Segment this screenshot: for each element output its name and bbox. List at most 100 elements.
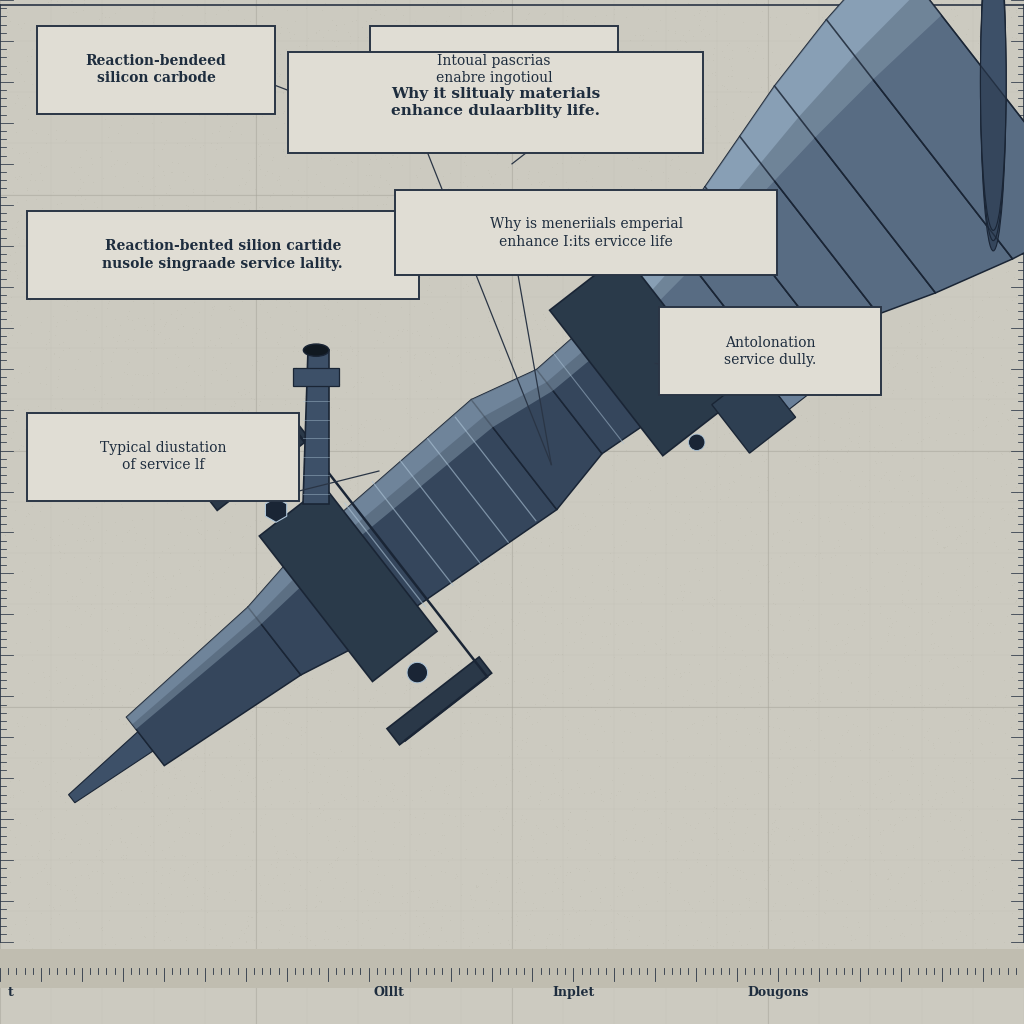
Point	[535, 263, 551, 280]
Point	[530, 757, 547, 773]
Point	[745, 953, 762, 970]
Point	[376, 936, 392, 952]
Point	[250, 136, 266, 153]
Point	[423, 601, 439, 617]
Point	[793, 122, 809, 138]
Point	[725, 934, 741, 950]
Point	[603, 381, 620, 397]
Point	[690, 357, 707, 374]
Point	[941, 364, 957, 380]
Point	[185, 319, 202, 336]
Point	[367, 834, 383, 850]
Point	[28, 190, 44, 207]
Point	[1016, 292, 1024, 308]
Point	[182, 644, 199, 660]
Point	[299, 930, 315, 946]
Text: Antolonation
service dully.: Antolonation service dully.	[724, 336, 816, 367]
Point	[317, 694, 334, 711]
Point	[565, 634, 582, 650]
Point	[819, 864, 836, 881]
Point	[642, 481, 658, 498]
Point	[928, 699, 944, 716]
Point	[471, 328, 487, 344]
Point	[156, 280, 172, 296]
Point	[933, 796, 949, 812]
Point	[124, 659, 140, 676]
Point	[708, 542, 724, 558]
Point	[956, 604, 973, 621]
Point	[0, 637, 14, 653]
Point	[218, 862, 234, 879]
Point	[424, 648, 440, 665]
Point	[143, 9, 160, 26]
Point	[63, 591, 80, 607]
Point	[841, 415, 857, 431]
Point	[971, 35, 987, 51]
Point	[199, 88, 215, 104]
Point	[604, 733, 621, 750]
Point	[251, 568, 267, 585]
Point	[598, 7, 614, 24]
Point	[236, 380, 252, 396]
Point	[272, 472, 289, 488]
Point	[575, 146, 592, 163]
Point	[824, 207, 841, 223]
Point	[264, 673, 281, 689]
Point	[484, 629, 501, 645]
Point	[65, 97, 81, 114]
Point	[22, 292, 38, 308]
Point	[509, 24, 525, 40]
Point	[900, 582, 916, 598]
Point	[681, 563, 697, 580]
Point	[910, 282, 927, 298]
Point	[508, 329, 524, 345]
Point	[836, 944, 852, 961]
Point	[256, 387, 272, 403]
Point	[825, 451, 842, 467]
Point	[297, 387, 313, 403]
Point	[115, 548, 131, 564]
Point	[721, 51, 737, 68]
Point	[331, 920, 347, 936]
Point	[740, 726, 757, 742]
Point	[927, 614, 943, 631]
Point	[156, 335, 172, 351]
Point	[89, 748, 105, 764]
Point	[509, 160, 525, 176]
Point	[115, 716, 131, 732]
Point	[371, 31, 387, 47]
Point	[788, 758, 805, 774]
Point	[0, 684, 13, 700]
Point	[666, 635, 682, 651]
Point	[281, 771, 297, 787]
Point	[45, 308, 61, 325]
Point	[296, 343, 312, 359]
Point	[981, 289, 997, 305]
Point	[825, 615, 842, 632]
Point	[525, 237, 542, 253]
Point	[955, 249, 972, 265]
Point	[493, 0, 509, 9]
Point	[489, 646, 506, 663]
Point	[883, 609, 899, 626]
Point	[121, 353, 137, 370]
Point	[965, 98, 981, 115]
Point	[801, 346, 817, 362]
Point	[847, 931, 863, 947]
Point	[343, 417, 359, 433]
Point	[568, 903, 585, 920]
Point	[1014, 599, 1024, 615]
Point	[464, 911, 480, 928]
Point	[518, 225, 535, 242]
Point	[516, 853, 532, 869]
Point	[126, 367, 142, 383]
Point	[693, 560, 710, 577]
Point	[515, 945, 531, 962]
Point	[307, 344, 324, 360]
Point	[92, 234, 109, 251]
Polygon shape	[471, 370, 553, 427]
Point	[900, 191, 916, 208]
Point	[838, 557, 854, 573]
Point	[494, 911, 510, 928]
Point	[69, 402, 85, 419]
